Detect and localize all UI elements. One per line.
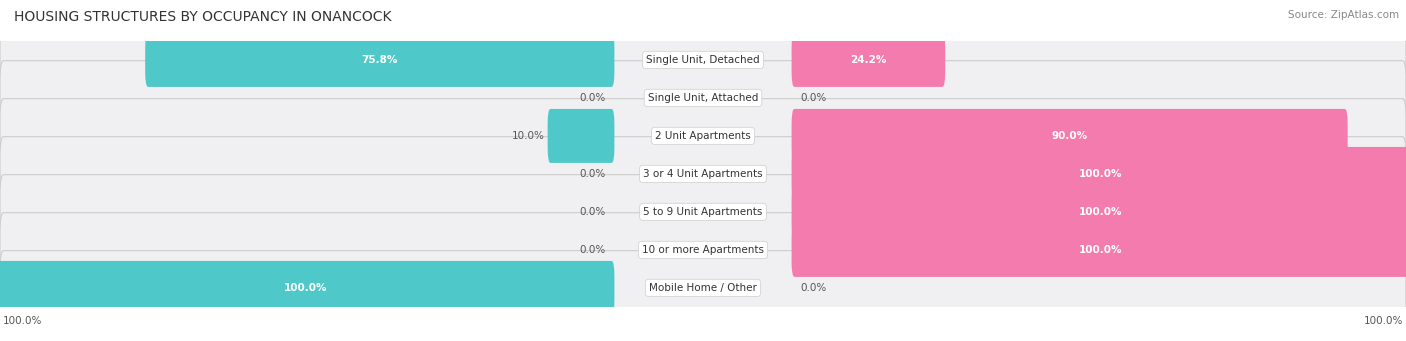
FancyBboxPatch shape [0,137,1406,211]
Text: 100.0%: 100.0% [3,315,42,326]
FancyBboxPatch shape [0,61,1406,135]
Text: 100.0%: 100.0% [1078,169,1122,179]
Text: 3 or 4 Unit Apartments: 3 or 4 Unit Apartments [643,169,763,179]
Text: 0.0%: 0.0% [800,283,827,293]
Text: 100.0%: 100.0% [1078,207,1122,217]
FancyBboxPatch shape [547,109,614,163]
Text: Single Unit, Detached: Single Unit, Detached [647,55,759,65]
FancyBboxPatch shape [0,23,1406,97]
Text: 100.0%: 100.0% [284,283,328,293]
FancyBboxPatch shape [0,99,1406,173]
FancyBboxPatch shape [792,147,1406,201]
FancyBboxPatch shape [792,185,1406,239]
FancyBboxPatch shape [792,109,1347,163]
FancyBboxPatch shape [792,223,1406,277]
Text: 10.0%: 10.0% [512,131,544,141]
Text: 100.0%: 100.0% [1078,245,1122,255]
Text: 0.0%: 0.0% [800,93,827,103]
Text: HOUSING STRUCTURES BY OCCUPANCY IN ONANCOCK: HOUSING STRUCTURES BY OCCUPANCY IN ONANC… [14,10,391,24]
Text: 5 to 9 Unit Apartments: 5 to 9 Unit Apartments [644,207,762,217]
Text: 10 or more Apartments: 10 or more Apartments [643,245,763,255]
Text: 100.0%: 100.0% [1364,315,1403,326]
FancyBboxPatch shape [145,33,614,87]
Text: Mobile Home / Other: Mobile Home / Other [650,283,756,293]
FancyBboxPatch shape [0,251,1406,325]
Text: 24.2%: 24.2% [851,55,887,65]
Text: 0.0%: 0.0% [579,245,606,255]
FancyBboxPatch shape [792,33,945,87]
Text: 0.0%: 0.0% [579,169,606,179]
FancyBboxPatch shape [0,213,1406,287]
Text: 75.8%: 75.8% [361,55,398,65]
Text: 90.0%: 90.0% [1052,131,1088,141]
Text: 2 Unit Apartments: 2 Unit Apartments [655,131,751,141]
FancyBboxPatch shape [0,261,614,315]
Text: 0.0%: 0.0% [579,207,606,217]
Text: Source: ZipAtlas.com: Source: ZipAtlas.com [1288,10,1399,20]
Text: Single Unit, Attached: Single Unit, Attached [648,93,758,103]
Text: 0.0%: 0.0% [579,93,606,103]
FancyBboxPatch shape [0,175,1406,249]
